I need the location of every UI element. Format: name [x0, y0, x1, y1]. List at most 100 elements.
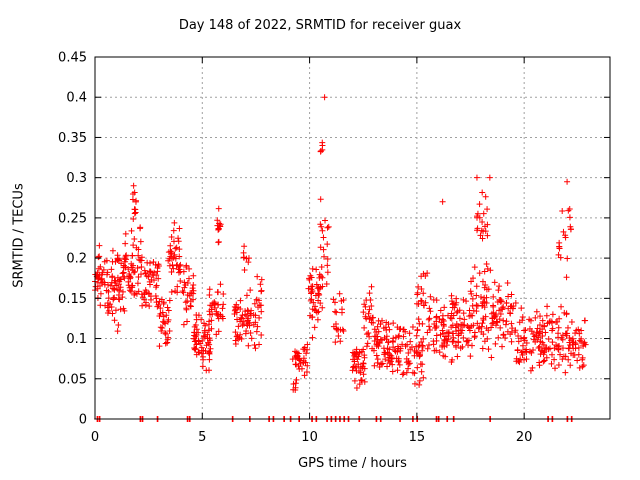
data-point: [555, 330, 562, 337]
data-point: [307, 312, 314, 319]
data-point: [498, 298, 505, 305]
data-point: [193, 326, 200, 333]
data-point: [486, 174, 493, 181]
data-point: [319, 304, 326, 311]
data-point: [232, 329, 239, 336]
data-point: [480, 210, 487, 217]
data-point: [403, 369, 410, 376]
data-point: [205, 350, 212, 356]
data-point: [122, 253, 129, 260]
data-point: [163, 312, 170, 319]
data-point: [441, 304, 448, 311]
data-point: [539, 339, 546, 346]
data-point: [415, 283, 422, 290]
data-point: [483, 260, 490, 267]
data-point: [126, 272, 133, 279]
data-point: [500, 317, 507, 324]
data-point: [353, 346, 360, 353]
data-point: [426, 305, 433, 312]
data-point: [215, 328, 222, 335]
data-point: [405, 358, 412, 365]
data-point: [303, 350, 310, 357]
data-point: [394, 367, 401, 374]
data-point: [548, 360, 555, 367]
data-point: [382, 349, 389, 356]
data-point: [109, 247, 116, 254]
data-point: [180, 321, 187, 328]
data-point: [515, 333, 522, 340]
data-point: [313, 266, 320, 273]
data-point: [530, 347, 537, 354]
data-point: [206, 292, 213, 299]
data-point: [426, 315, 433, 322]
data-point: [207, 345, 214, 352]
data-point: [499, 306, 506, 313]
data-point: [193, 341, 200, 348]
data-point: [353, 367, 360, 374]
data-point: [376, 364, 383, 371]
data-point: [292, 352, 299, 359]
data-point: [206, 318, 213, 325]
data-point: [396, 326, 403, 333]
data-point: [170, 265, 177, 272]
data-point: [427, 293, 434, 300]
data-point: [335, 333, 342, 340]
data-point: [426, 327, 433, 334]
data-point: [154, 264, 161, 271]
data-point: [317, 244, 324, 251]
data-point: [558, 303, 565, 310]
data-point: [184, 280, 191, 287]
data-point: [500, 331, 507, 338]
data-point: [368, 283, 375, 290]
data-point: [153, 295, 160, 302]
data-point: [555, 346, 562, 353]
data-point: [129, 196, 136, 203]
data-point: [190, 272, 197, 279]
data-point: [489, 320, 496, 327]
data-point: [566, 214, 573, 221]
data-point: [339, 309, 346, 316]
data-point: [215, 225, 222, 232]
data-point: [247, 287, 254, 294]
data-point: [316, 274, 323, 281]
data-point: [250, 321, 257, 328]
data-point: [314, 316, 321, 323]
data-point: [197, 340, 204, 347]
x-axis-label: GPS time / hours: [298, 456, 407, 471]
data-point: [350, 356, 357, 363]
data-point: [437, 307, 444, 314]
data-point: [473, 292, 480, 299]
y-tick-label: 0.4: [66, 91, 87, 106]
data-point: [358, 377, 365, 384]
data-point: [314, 285, 321, 292]
data-point: [237, 297, 244, 304]
data-point: [220, 290, 227, 297]
data-point: [427, 308, 434, 315]
data-point: [402, 328, 409, 335]
data-point: [206, 308, 213, 315]
data-point: [174, 283, 181, 290]
data-point: [474, 225, 481, 232]
data-point: [157, 324, 164, 331]
data-point: [495, 287, 502, 294]
data-point: [563, 274, 570, 281]
data-point: [173, 244, 180, 251]
data-point: [416, 353, 423, 360]
data-point: [374, 359, 381, 366]
data-point: [579, 356, 586, 363]
data-point: [519, 348, 526, 355]
data-point: [485, 286, 492, 293]
data-point: [192, 333, 199, 340]
data-point: [413, 332, 420, 339]
data-point: [165, 257, 172, 264]
data-point: [362, 303, 369, 310]
data-point: [184, 318, 191, 325]
data-point: [413, 300, 420, 307]
data-point: [467, 353, 474, 360]
data-point: [336, 290, 343, 297]
data-point: [206, 286, 213, 293]
data-point: [179, 288, 186, 295]
data-point: [186, 275, 193, 282]
data-point: [169, 262, 176, 269]
data-point: [333, 326, 340, 333]
